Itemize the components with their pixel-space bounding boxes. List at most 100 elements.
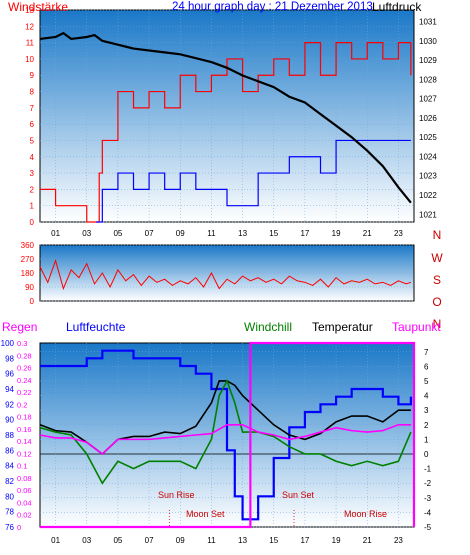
compass-label: N: [433, 317, 442, 331]
y-tick-windstaerke: 6: [30, 120, 35, 129]
y-tick-humidity: 88: [5, 431, 14, 440]
series-humidity: [40, 349, 412, 521]
y-tick-luftdruck: 1025: [419, 133, 437, 142]
x-tick-panel1: 15: [269, 229, 278, 238]
y-tick-temperature: 7: [424, 348, 429, 357]
y-tick-humidity: 92: [5, 400, 14, 409]
grid-panel-2: [40, 244, 414, 302]
y-tick-rain: 0.22: [17, 388, 32, 397]
y-tick-temperature: 3: [424, 406, 429, 415]
y-tick-humidity: 96: [5, 370, 14, 379]
label-windchill: Windchill: [244, 320, 292, 334]
x-tick-panel3: 09: [176, 536, 185, 545]
annotation-sun-rise: Sun Rise: [158, 490, 195, 500]
y-tick-rain: 0.3: [17, 339, 27, 348]
chart-title: 24 hour graph day : 21 Dezember 2013: [172, 1, 373, 13]
y-tick-winddir: 0: [30, 297, 35, 306]
x-tick-panel3: 05: [113, 536, 122, 545]
y-tick-temperature: -5: [424, 523, 432, 532]
y-tick-luftdruck: 1022: [419, 191, 437, 200]
x-tick-panel1: 23: [394, 229, 403, 238]
y-tick-luftdruck: 1028: [419, 75, 437, 84]
y-tick-humidity: 86: [5, 446, 14, 455]
annotation-moon-set: Moon Set: [186, 509, 225, 519]
y-tick-humidity: 90: [5, 416, 14, 425]
x-tick-panel1: 05: [113, 229, 122, 238]
x-tick-panel3: 19: [332, 536, 341, 545]
y-tick-rain: 0.26: [17, 364, 32, 373]
x-tick-panel3: 01: [51, 536, 60, 545]
x-tick-panel3: 23: [394, 536, 403, 545]
label-temperatur: Temperatur: [312, 320, 373, 334]
y-tick-rain: 0.06: [17, 486, 32, 495]
x-tick-panel1: 09: [176, 229, 185, 238]
y-tick-luftdruck: 1021: [419, 210, 437, 219]
series-pressure: [39, 31, 412, 204]
series-wind_direction: [39, 258, 412, 291]
y-tick-winddir: 270: [21, 255, 35, 264]
y-tick-windstaerke: 0: [30, 218, 35, 227]
y-tick-windstaerke: 12: [25, 22, 34, 31]
y-tick-temperature: 4: [424, 392, 429, 401]
label-windstaerke: Windstärke: [8, 0, 68, 14]
series-windchill: [39, 378, 412, 485]
x-tick-panel3: 21: [363, 536, 372, 545]
plot-panel-2: [39, 258, 412, 291]
y-tick-luftdruck: 1030: [419, 37, 437, 46]
y-tick-luftdruck: 1026: [419, 114, 437, 123]
series-wind_gust: [40, 42, 412, 223]
x-tick-panel3: 13: [238, 536, 247, 545]
x-tick-panel3: 17: [300, 536, 309, 545]
y-tick-rain: 0.28: [17, 351, 32, 360]
x-tick-panel3: 11: [207, 536, 216, 545]
y-tick-winddir: 180: [21, 269, 35, 278]
series-wind_avg: [96, 139, 411, 223]
y-tick-windstaerke: 5: [30, 136, 35, 145]
x-tick-panel3: 03: [82, 536, 91, 545]
y-tick-temperature: 2: [424, 421, 429, 430]
compass-label: W: [431, 251, 443, 265]
y-tick-windstaerke: 4: [30, 153, 35, 162]
label-regen: Regen: [2, 320, 37, 334]
y-tick-windstaerke: 3: [30, 169, 35, 178]
x-tick-panel3: 07: [145, 536, 154, 545]
plot-panel-1: [39, 31, 412, 223]
y-tick-luftdruck: 1023: [419, 172, 437, 181]
y-tick-humidity: 100: [1, 339, 15, 348]
y-tick-rain: 0.18: [17, 413, 32, 422]
y-tick-temperature: -4: [424, 508, 432, 517]
x-tick-panel1: 01: [51, 229, 60, 238]
y-tick-windstaerke: 11: [26, 39, 35, 48]
y-tick-rain: 0.08: [17, 474, 32, 483]
x-tick-panel1: 19: [332, 229, 341, 238]
y-tick-luftdruck: 1027: [419, 95, 437, 104]
y-tick-windstaerke: 2: [30, 185, 35, 194]
y-tick-windstaerke: 9: [30, 71, 35, 80]
y-tick-temperature: 5: [424, 377, 429, 386]
y-tick-rain: 0: [17, 523, 21, 532]
y-tick-luftdruck: 1024: [419, 152, 437, 161]
y-tick-humidity: 82: [5, 477, 14, 486]
y-tick-temperature: 1: [424, 435, 429, 444]
y-tick-temperature: -2: [424, 479, 432, 488]
x-tick-panel1: 07: [145, 229, 154, 238]
y-tick-humidity: 80: [5, 492, 14, 501]
y-tick-rain: 0.12: [17, 449, 32, 458]
y-tick-humidity: 94: [5, 385, 14, 394]
series-dewpoint: [39, 423, 411, 456]
plot-panel-3: [39, 341, 416, 529]
y-tick-winddir: 90: [25, 283, 34, 292]
y-tick-rain: 0.2: [17, 400, 27, 409]
x-tick-panel3: 15: [269, 536, 278, 545]
y-tick-rain: 0.24: [17, 376, 32, 385]
label-luftfeuchte: Luftfeuchte: [66, 320, 126, 334]
y-tick-humidity: 78: [5, 508, 14, 517]
y-tick-temperature: 6: [424, 362, 429, 371]
label-taupunkt: Taupunkt: [392, 320, 441, 334]
compass-label: S: [433, 273, 441, 287]
y-tick-rain: 0.02: [17, 511, 32, 520]
y-tick-luftdruck: 1029: [419, 56, 437, 65]
tick-labels: 0123456789101112131021102210231024102510…: [1, 6, 444, 545]
y-tick-rain: 0.14: [17, 437, 32, 446]
